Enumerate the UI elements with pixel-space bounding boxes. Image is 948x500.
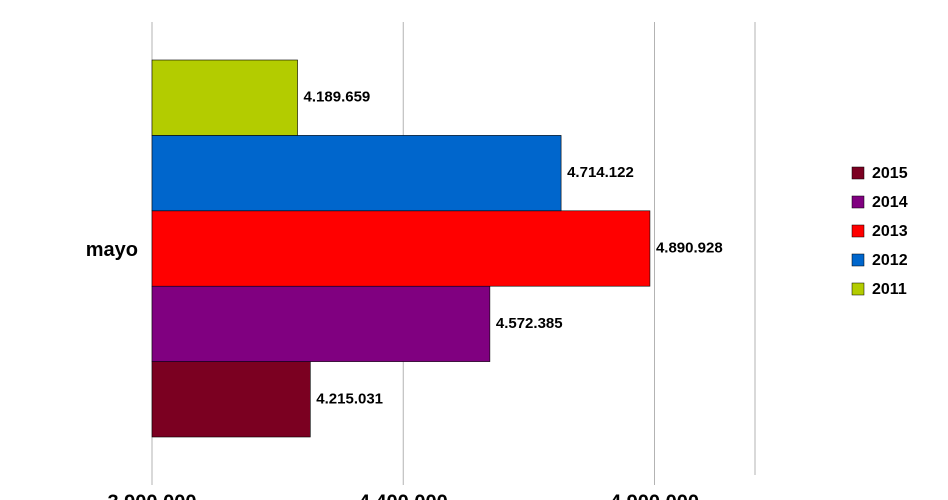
legend-label: 2013 [872, 223, 908, 240]
legend-swatch [851, 253, 865, 267]
bar [151, 210, 651, 287]
bar [151, 361, 311, 438]
bar [151, 285, 491, 362]
y-tick-label: mayo [86, 239, 138, 261]
legend-swatch [851, 224, 865, 238]
x-tick-label: 4.900.000 [610, 491, 699, 500]
legend-label: 2014 [872, 194, 908, 211]
legend-swatch [851, 195, 865, 209]
data-label: 4.890.928 [656, 239, 723, 256]
legend-label: 2015 [872, 165, 908, 182]
x-tick-label: 3.900.000 [108, 491, 197, 500]
data-label: 4.572.385 [496, 315, 563, 332]
data-label: 4.215.031 [316, 390, 383, 407]
data-label: 4.714.122 [567, 164, 634, 181]
legend-label: 2012 [872, 252, 908, 269]
bar [151, 135, 562, 212]
x-tick-label: 4.400.000 [359, 491, 448, 500]
legend-swatch [851, 282, 865, 296]
data-label: 4.189.659 [304, 89, 371, 106]
legend-swatch [851, 166, 865, 180]
legend-label: 2011 [872, 281, 907, 298]
bar [151, 59, 298, 136]
